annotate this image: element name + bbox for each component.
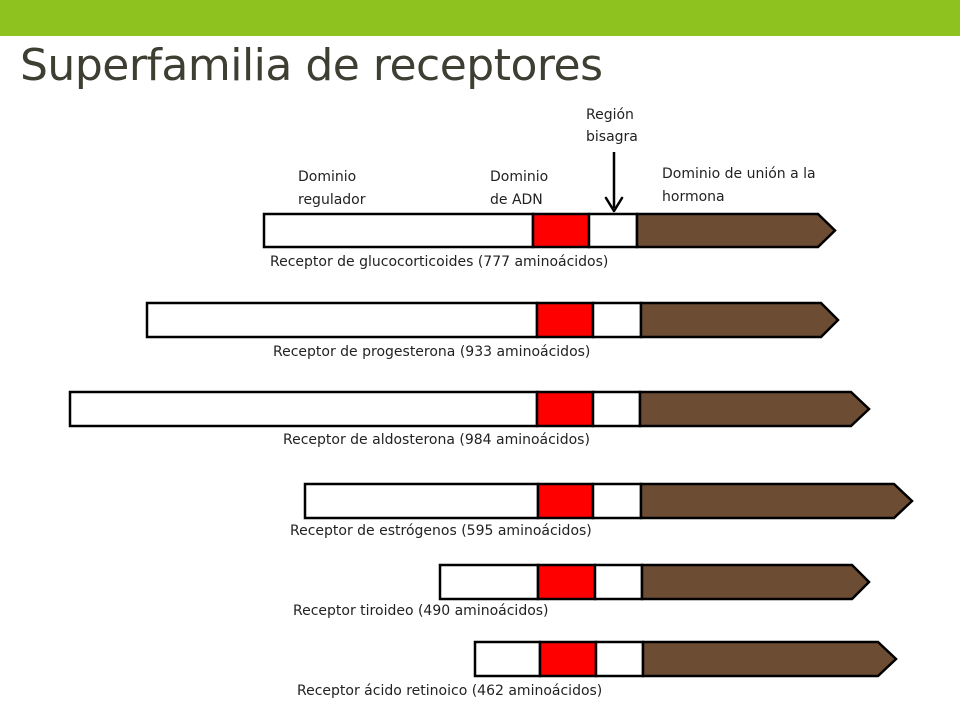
dna-domain: [536, 563, 597, 601]
hormone-binding-domain: [639, 482, 914, 520]
hormone-binding-domain: [635, 212, 837, 249]
receptor-bar-progesterone: [145, 301, 840, 339]
receptor-bar-retinoic-acid: [473, 640, 898, 678]
regulatory-domain: [68, 390, 539, 428]
label-dna-line1: Dominio: [490, 169, 548, 185]
label-hinge-line2: bisagra: [586, 129, 638, 145]
regulatory-domain: [438, 563, 540, 601]
dna-domain: [531, 212, 591, 249]
receptor-caption: Receptor tiroideo (490 aminoácidos): [293, 603, 549, 619]
dna-domain: [538, 640, 598, 678]
hinge-arrow: [604, 152, 624, 213]
hormone-binding-domain: [639, 301, 840, 339]
label-regulatory-line1: Dominio: [298, 169, 356, 185]
dna-domain: [535, 301, 595, 339]
regulatory-domain: [145, 301, 539, 339]
accent-bar: [0, 0, 960, 36]
hinge-region: [591, 390, 642, 428]
label-regulatory-line2: regulador: [298, 192, 366, 208]
receptor-bar-glucocorticoid: [262, 212, 837, 249]
hinge-region: [591, 482, 643, 520]
receptor-caption: Receptor de progesterona (933 aminoácido…: [273, 344, 590, 360]
hinge-region: [591, 301, 643, 339]
hinge-region: [594, 640, 645, 678]
receptor-caption: Receptor de glucocorticoides (777 aminoá…: [270, 254, 608, 270]
hormone-binding-domain: [640, 563, 871, 601]
regulatory-domain: [262, 212, 535, 249]
receptor-caption: Receptor de aldosterona (984 aminoácidos…: [283, 432, 590, 448]
regulatory-domain: [303, 482, 540, 520]
label-hinge-line1: Región: [586, 107, 634, 123]
label-hormone-line2: hormona: [662, 189, 725, 205]
hinge-region: [593, 563, 644, 601]
slide-title: Superfamilia de receptores: [20, 40, 603, 91]
hormone-binding-domain: [638, 390, 871, 428]
receptor-bar-estrogen: [303, 482, 914, 520]
receptor-caption: Receptor ácido retinoico (462 aminoácido…: [297, 683, 602, 699]
receptor-bar-aldosterone: [68, 390, 871, 428]
receptor-bar-thyroid: [438, 563, 871, 601]
receptor-caption: Receptor de estrógenos (595 aminoácidos): [290, 523, 592, 539]
regulatory-domain: [473, 640, 542, 678]
hormone-binding-domain: [641, 640, 898, 678]
label-dna-line2: de ADN: [490, 192, 543, 208]
label-hormone-line1: Dominio de unión a la: [662, 166, 816, 182]
dna-domain: [535, 390, 595, 428]
hinge-region: [587, 212, 639, 249]
dna-domain: [536, 482, 595, 520]
